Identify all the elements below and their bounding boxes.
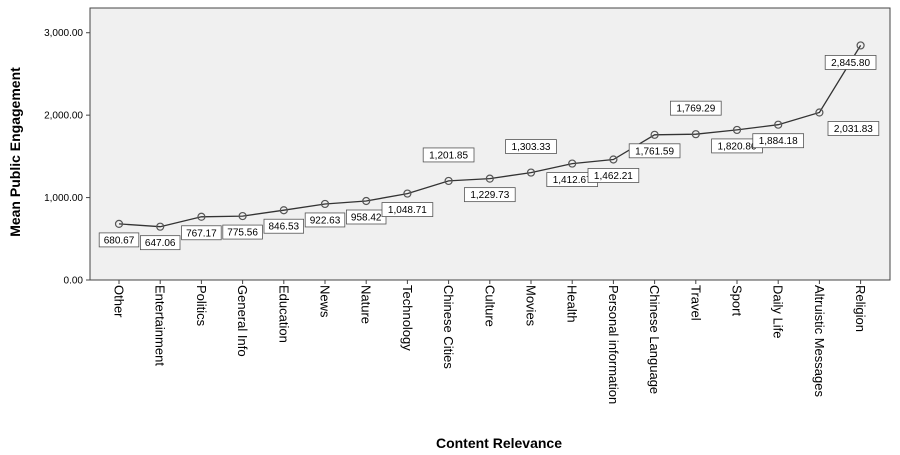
- data-point: [691, 130, 700, 139]
- data-label: 1,769.29: [676, 104, 715, 115]
- data-label: 1,820.86: [718, 141, 757, 152]
- data-point: [444, 176, 453, 186]
- data-label: 1,412.67: [553, 175, 592, 186]
- data-label-box: [505, 139, 557, 154]
- data-label: 775.56: [227, 228, 258, 239]
- data-label-box: [670, 100, 722, 116]
- x-category-label: Movies: [524, 285, 539, 327]
- data-label-box: [345, 209, 387, 225]
- data-label-box: [824, 55, 877, 70]
- data-label: 647.06: [145, 238, 176, 249]
- data-point: [815, 108, 824, 117]
- x-category-label: Travel: [688, 285, 703, 321]
- x-category-label: Other: [112, 285, 127, 318]
- x-category-label: Politics: [194, 285, 209, 327]
- data-label-box: [139, 235, 181, 251]
- x-category-label: News: [318, 285, 333, 318]
- data-label: 1,229.73: [470, 190, 509, 201]
- data-label-box: [263, 218, 304, 234]
- x-category-label: Personal information: [606, 285, 621, 404]
- data-point: [774, 120, 783, 129]
- data-point: [650, 130, 659, 139]
- data-label-box: [222, 224, 263, 240]
- data-label: 2,845.80: [831, 58, 870, 69]
- x-category-label: Chinese Cities: [441, 285, 456, 369]
- data-point: [279, 206, 288, 215]
- data-label: 2,031.83: [834, 124, 873, 135]
- data-point: [526, 168, 536, 177]
- data-label: 922.63: [310, 215, 341, 226]
- data-label: 1,462.21: [594, 171, 633, 182]
- data-point: [320, 199, 330, 209]
- series-line: [118, 45, 862, 228]
- x-category-label: Religion: [853, 285, 868, 332]
- x-category-label: Education: [276, 285, 291, 343]
- y-axis-title: Mean Public Engagement: [7, 67, 23, 237]
- x-category-label: Nature: [359, 285, 374, 324]
- data-point: [362, 196, 371, 206]
- data-point: [403, 189, 412, 198]
- x-axis-title: Content Relevance: [436, 435, 562, 451]
- data-point: [197, 212, 206, 221]
- x-category-label: Chinese Language: [647, 285, 662, 394]
- data-label: 680.67: [104, 235, 135, 246]
- data-point: [609, 155, 618, 164]
- x-category-label: Technology: [400, 285, 415, 351]
- data-label-box: [98, 232, 140, 248]
- data-label: 1,884.18: [759, 136, 798, 147]
- data-label-box: [422, 147, 475, 163]
- data-label-box: [463, 187, 516, 203]
- data-label-box: [304, 212, 346, 228]
- y-tick-label: 2,000.00: [44, 111, 83, 122]
- data-point: [856, 41, 865, 50]
- data-point: [485, 174, 494, 183]
- data-point: [568, 159, 577, 168]
- data-label: 1,303.33: [512, 142, 551, 153]
- x-category-label: Sport: [730, 285, 745, 316]
- data-point: [156, 222, 165, 231]
- data-label-box: [381, 202, 434, 217]
- data-point: [114, 219, 124, 228]
- data-label: 1,201.85: [429, 150, 468, 161]
- data-point: [238, 211, 247, 221]
- data-label-box: [827, 121, 880, 136]
- data-label: 767.17: [186, 228, 217, 239]
- x-category-label: Culture: [482, 285, 497, 327]
- data-label-box: [181, 225, 222, 241]
- y-tick-label: 1,000.00: [44, 193, 83, 204]
- data-label: 846.53: [269, 222, 300, 233]
- x-category-label: Health: [565, 285, 580, 323]
- y-tick-label: 3,000.00: [44, 28, 83, 39]
- y-tick-label: 0.00: [64, 276, 84, 287]
- x-category-label: General Info: [235, 285, 250, 357]
- data-label-box: [587, 168, 640, 183]
- data-label: 1,761.59: [635, 146, 674, 157]
- x-category-label: Daily Life: [771, 285, 786, 338]
- data-label: 1,048.71: [388, 205, 427, 216]
- data-label: 958.42: [351, 213, 382, 224]
- data-label-box: [628, 143, 681, 159]
- data-label-box: [752, 133, 804, 149]
- x-category-label: Altruistic Messages: [812, 285, 827, 397]
- x-category-label: Entertainment: [153, 285, 168, 366]
- data-point: [732, 125, 742, 135]
